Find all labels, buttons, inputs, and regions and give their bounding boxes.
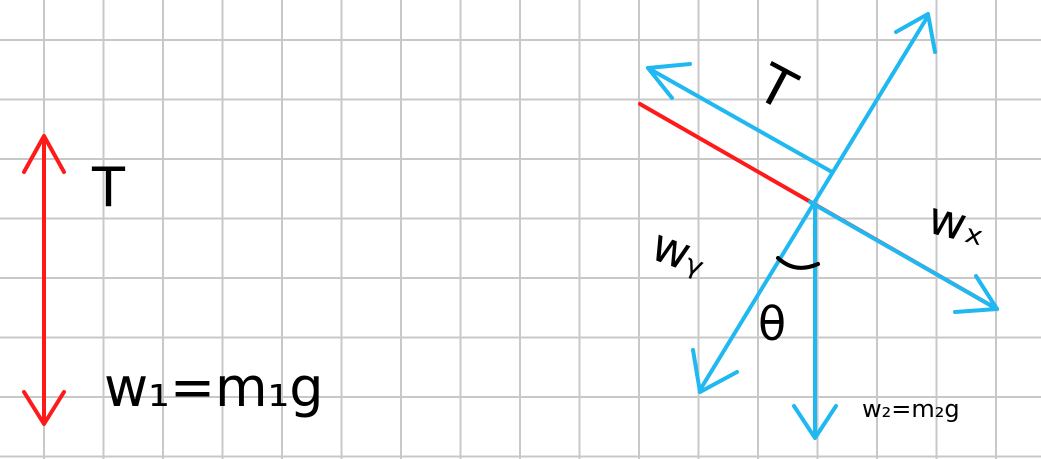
right-tension-label: T [747, 51, 807, 123]
left-tension-label: T [91, 156, 126, 219]
wy-label: wᵧ [645, 217, 715, 286]
right-weight-label: w₂=m₂g [862, 395, 960, 423]
normal-axis-line [698, 14, 930, 392]
tension-arrowhead-up [22, 134, 66, 174]
normal-arrowhead [894, 12, 937, 54]
weight-arrowhead-down [22, 390, 66, 426]
wx-label: wₓ [923, 190, 992, 256]
left-free-body: T w₁=m₁g [22, 134, 324, 426]
theta-label: θ [758, 297, 786, 351]
left-weight-label: w₁=m₁g [104, 356, 324, 419]
tension-arrowhead [646, 62, 692, 100]
weight-arrowhead [792, 404, 838, 440]
theta-angle-arc [776, 256, 820, 270]
tension-arrow-line [646, 66, 834, 174]
wx-arrow-line [808, 200, 999, 311]
wy-arrowhead [691, 348, 739, 394]
wx-arrowhead [953, 274, 999, 314]
